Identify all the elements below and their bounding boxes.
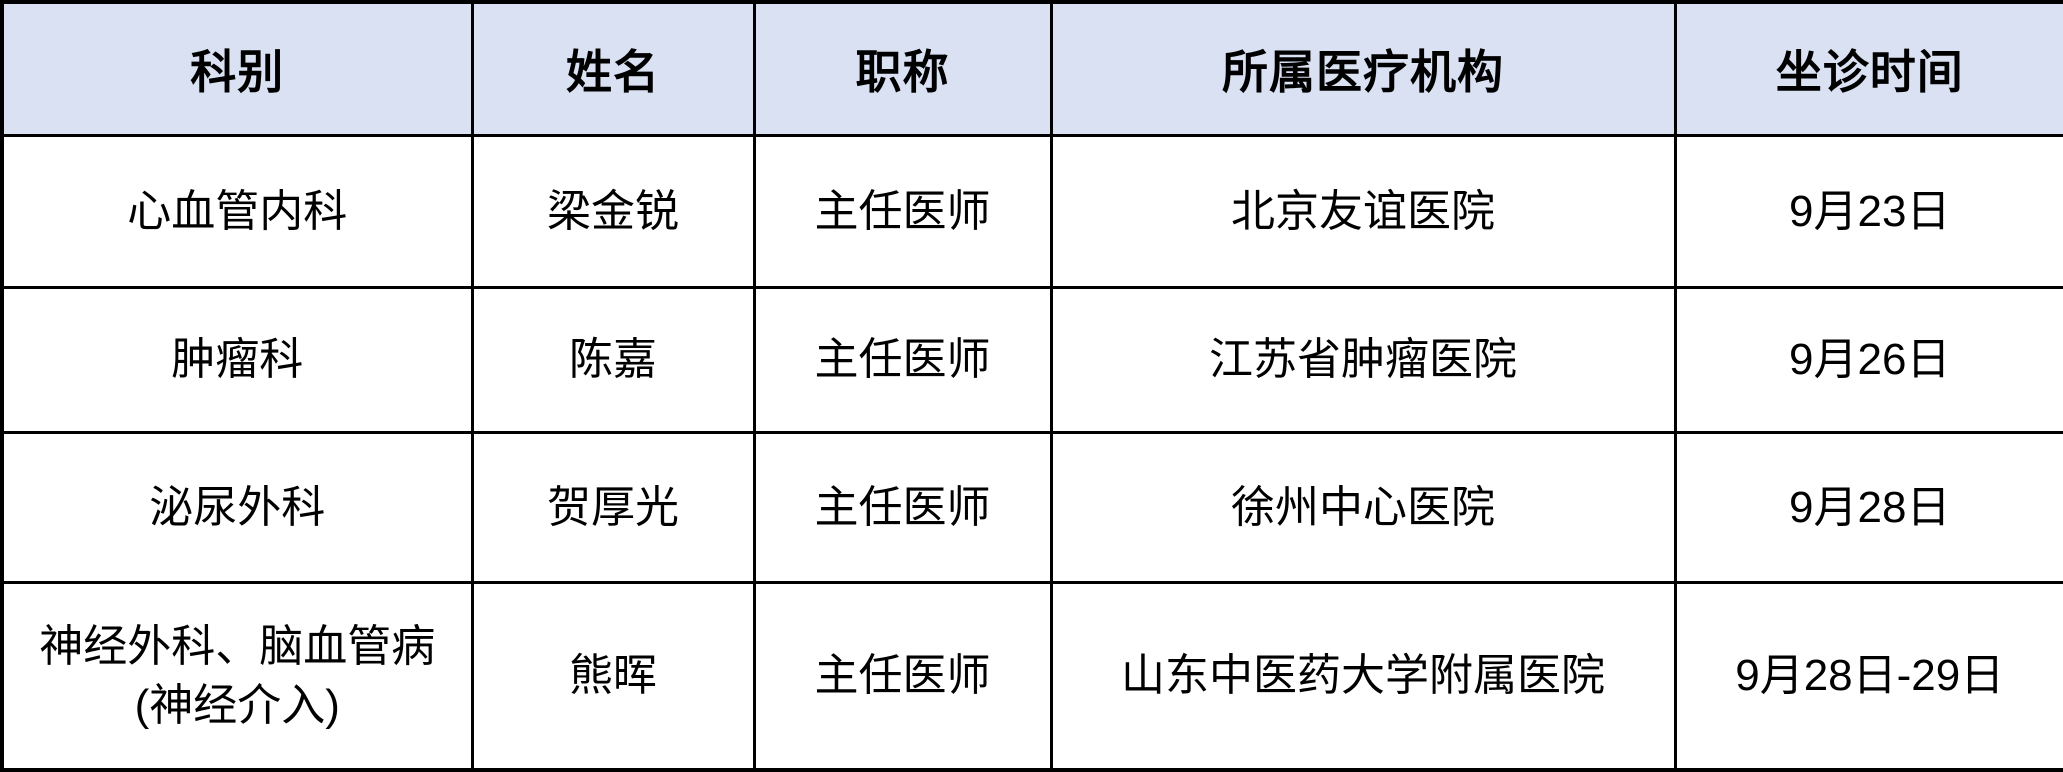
table-row: 神经外科、脑血管病 (神经介入) 熊晖 主任医师 山东中医药大学附属医院 9月28日-2… (0, 581, 2063, 772)
table-cell: 肿瘤科 (0, 286, 474, 435)
column-header: 坐诊时间 (1673, 0, 2063, 137)
table-row: 泌尿外科 贺厚光 主任医师 徐州中心医院 9月28日 (0, 431, 2063, 585)
table-cell: 陈嘉 (470, 286, 756, 435)
column-header: 所属医疗机构 (1049, 0, 1677, 137)
table-row: 肿瘤科 陈嘉 主任医师 江苏省肿瘤医院 9月26日 (0, 286, 2063, 435)
table-cell: 主任医师 (752, 133, 1053, 290)
column-header: 科别 (0, 0, 474, 137)
table-cell: 江苏省肿瘤医院 (1049, 286, 1677, 435)
table-cell: 9月28日 (1673, 431, 2063, 585)
table-cell: 北京友谊医院 (1049, 133, 1677, 290)
header-row: 科别 姓名 职称 所属医疗机构 坐诊时间 (0, 0, 2063, 137)
table-cell: 徐州中心医院 (1049, 431, 1677, 585)
table-cell: 梁金锐 (470, 133, 756, 290)
table-cell: 心血管内科 (0, 133, 474, 290)
table-cell: 山东中医药大学附属医院 (1049, 581, 1677, 772)
table-cell: 泌尿外科 (0, 431, 474, 585)
table-cell: 主任医师 (752, 431, 1053, 585)
table-cell: 神经外科、脑血管病 (神经介入) (0, 581, 474, 772)
table-cell: 9月28日-29日 (1673, 581, 2063, 772)
table-cell: 熊晖 (470, 581, 756, 772)
table-cell: 贺厚光 (470, 431, 756, 585)
table-cell: 9月26日 (1673, 286, 2063, 435)
table-cell: 主任医师 (752, 581, 1053, 772)
table-row: 心血管内科 梁金锐 主任医师 北京友谊医院 9月23日 (0, 133, 2063, 290)
table-body: 心血管内科 梁金锐 主任医师 北京友谊医院 9月23日 肿瘤科 陈嘉 主任医师 江苏省肿瘤医院 9… (0, 133, 2063, 772)
column-header: 姓名 (470, 0, 756, 137)
column-header: 职称 (752, 0, 1053, 137)
table-cell: 主任医师 (752, 286, 1053, 435)
table-cell: 9月23日 (1673, 133, 2063, 290)
